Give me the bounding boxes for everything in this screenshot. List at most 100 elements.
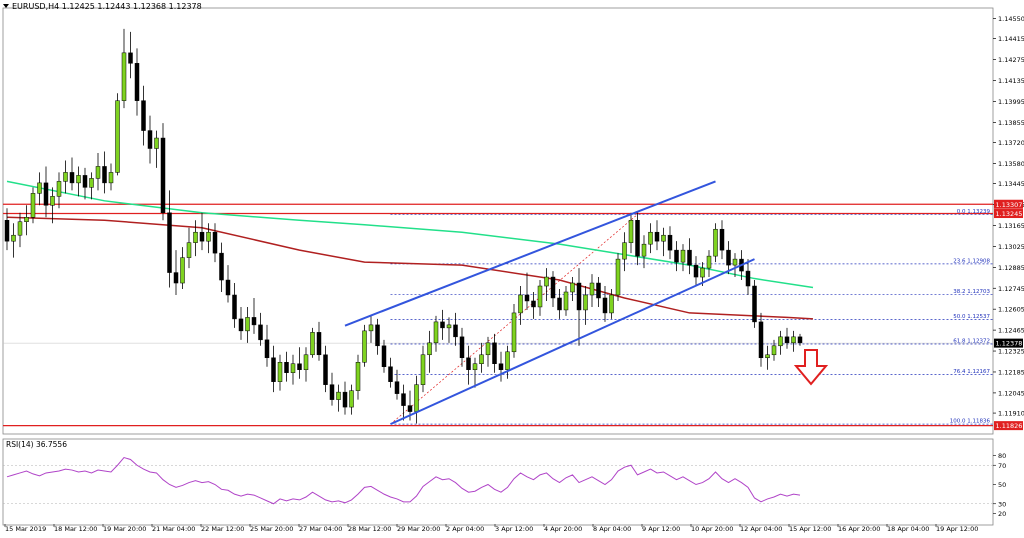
candle [147, 130, 153, 149]
y-tick-label: 1.13995 [998, 98, 1024, 106]
fib-label: 23.6 1.12908 [953, 258, 990, 264]
candle [141, 100, 146, 131]
candle [414, 384, 419, 412]
candle [219, 252, 224, 281]
rsi-tick-label: 50 [998, 481, 1006, 489]
x-tick-label: 27 Mar 04:00 [299, 525, 342, 533]
x-tick-label: 25 Mar 20:00 [250, 525, 293, 533]
candle [407, 405, 413, 412]
candle [76, 175, 81, 184]
x-tick-label: 29 Mar 20:00 [397, 525, 440, 533]
candle [420, 354, 426, 385]
candle [453, 324, 458, 338]
x-tick-label: 16 Apr 20:00 [838, 525, 880, 533]
candle [173, 272, 179, 284]
candle [225, 279, 231, 296]
candle [160, 137, 166, 214]
candle [134, 63, 140, 101]
candle [115, 100, 120, 173]
candle [492, 342, 497, 364]
candle [89, 178, 94, 188]
candle [375, 324, 380, 347]
y-tick-label: 1.13165 [998, 222, 1024, 230]
candle [342, 391, 348, 408]
candle [570, 282, 575, 293]
candle [401, 393, 406, 406]
candle [576, 282, 582, 311]
fib-label: 61.8 1.12372 [953, 339, 990, 345]
candle [674, 249, 679, 263]
candle [615, 258, 621, 296]
candle [277, 362, 283, 382]
candle [433, 321, 439, 344]
candle [50, 196, 55, 206]
candle [797, 336, 803, 344]
candle [167, 212, 172, 273]
candle [368, 324, 374, 332]
fib-label: 100.0 1.11836 [950, 419, 991, 425]
candle [323, 354, 328, 385]
candle [609, 294, 614, 314]
y-tick-label: 1.12465 [998, 327, 1024, 335]
candle [95, 166, 101, 179]
candle [82, 175, 88, 188]
candle [121, 52, 127, 101]
candle [498, 363, 504, 370]
candle [264, 339, 270, 359]
price-tag [994, 421, 1023, 431]
candle [550, 276, 556, 299]
candle [310, 332, 315, 356]
rsi-tick-label: 80 [998, 452, 1006, 460]
y-tick-label: 1.13855 [998, 119, 1024, 127]
candle [63, 172, 68, 182]
chart-menu-icon[interactable] [3, 4, 9, 8]
y-tick-label: 1.13580 [998, 160, 1024, 168]
candle [531, 300, 536, 308]
candle [284, 362, 289, 373]
rsi-line [6, 456, 801, 505]
candle [765, 354, 770, 359]
fib-label: 38.2 1.12703 [953, 289, 990, 295]
price-tag-label: 1.11826 [996, 422, 1023, 430]
candle [778, 336, 783, 347]
candle [667, 234, 673, 251]
candle [4, 220, 10, 242]
x-tick-label: 9 Apr 12:00 [642, 525, 680, 533]
candle [232, 294, 237, 320]
candle [752, 285, 757, 323]
x-tick-label: 22 Mar 12:00 [201, 525, 244, 533]
candle [102, 166, 107, 184]
bearish-arrow-icon [793, 349, 829, 386]
candle [544, 276, 549, 287]
candle [628, 220, 634, 243]
x-tick-label: 28 Mar 12:00 [348, 525, 391, 533]
candle [388, 366, 393, 382]
candle [297, 363, 302, 370]
candle [394, 381, 400, 394]
price-tag [994, 199, 1023, 209]
candle [37, 182, 42, 194]
candle [336, 391, 341, 400]
candle [648, 231, 653, 245]
candle [505, 351, 510, 370]
candle [524, 294, 530, 302]
candle [485, 342, 491, 356]
candle [24, 217, 29, 222]
candle [362, 330, 367, 363]
rsi-tick-label: 20 [998, 510, 1006, 518]
y-tick-label: 1.14550 [998, 15, 1024, 23]
candle [440, 321, 445, 329]
candle [17, 221, 23, 236]
candle [511, 312, 517, 353]
candle [303, 354, 309, 370]
candle [238, 318, 244, 332]
candle [186, 242, 192, 258]
fib-label: 76.4 1.12167 [953, 369, 990, 375]
y-tick-label: 1.12745 [998, 285, 1024, 293]
rsi-header: RSI(14) 36.7556 [6, 440, 67, 449]
candle [706, 255, 712, 269]
x-tick-label: 15 Mar 2019 [5, 525, 46, 533]
candle [732, 258, 738, 266]
